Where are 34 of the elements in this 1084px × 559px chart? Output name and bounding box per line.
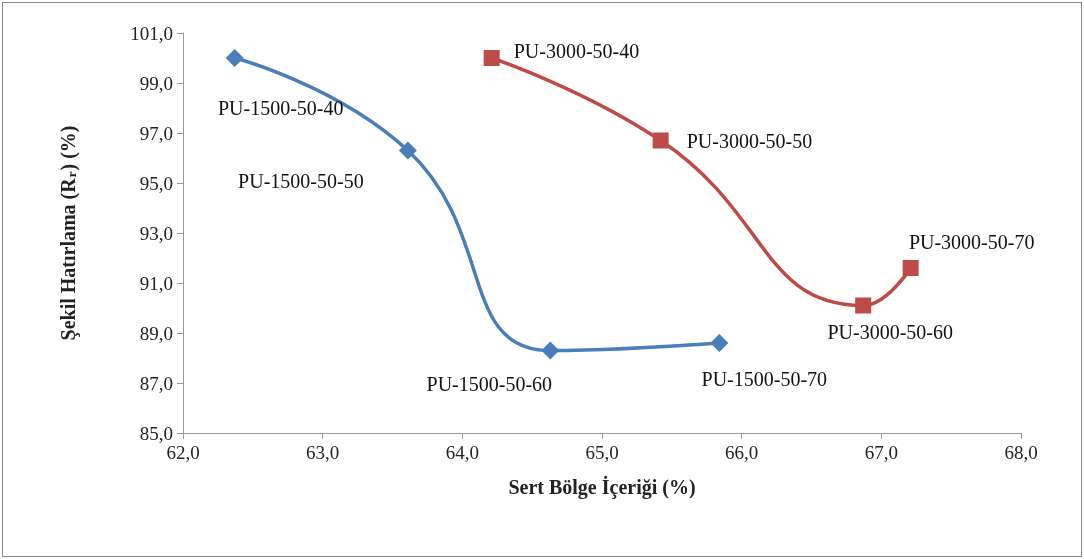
x-tick-label: 64,0 [445, 442, 479, 463]
point [710, 334, 729, 352]
x-axis-title: Sert Bölge İçeriği (%) [508, 475, 696, 499]
x-tick-label: 66,0 [725, 442, 759, 463]
annotation: PU-3000-50-70 [908, 231, 1035, 253]
point [855, 297, 872, 314]
y-tick-label: 85,0 [139, 422, 173, 444]
y-axis-title: Şekil Hatırlama (Rr) (%) [57, 125, 80, 341]
x-tick-label: 67,0 [864, 442, 898, 463]
x-tick-label: 68,0 [1004, 442, 1038, 463]
x-tick-label: 63,0 [306, 442, 340, 463]
point [398, 141, 417, 160]
annotation: PU-3000-50-60 [827, 320, 953, 343]
y-tick-label: 93,0 [139, 222, 173, 244]
annotation: PU-1500-50-40 [217, 97, 344, 119]
y-tick-label: 89,0 [139, 322, 173, 344]
y-tick-label: 99,0 [139, 72, 173, 94]
point [902, 260, 919, 276]
y-tick-label: 101,0 [130, 22, 173, 44]
annotation: PU-1500-50-70 [701, 368, 828, 390]
point [483, 50, 500, 66]
x-tick-label: 65,0 [585, 442, 619, 463]
y-tick-label: 91,0 [139, 272, 173, 294]
y-tick-label: 87,0 [139, 372, 173, 394]
point [541, 341, 560, 360]
point [225, 49, 244, 67]
point [652, 132, 669, 149]
annotation: PU-3000-50-50 [686, 129, 813, 152]
annotation: PU-1500-50-50 [238, 169, 364, 192]
annotation: PU-1500-50-60 [426, 372, 553, 395]
y-tick-label: 95,0 [139, 172, 173, 194]
y-tick-label: 97,0 [139, 122, 173, 144]
annotation: PU-3000-50-40 [513, 40, 640, 62]
x-tick-label: 62,0 [166, 442, 200, 463]
